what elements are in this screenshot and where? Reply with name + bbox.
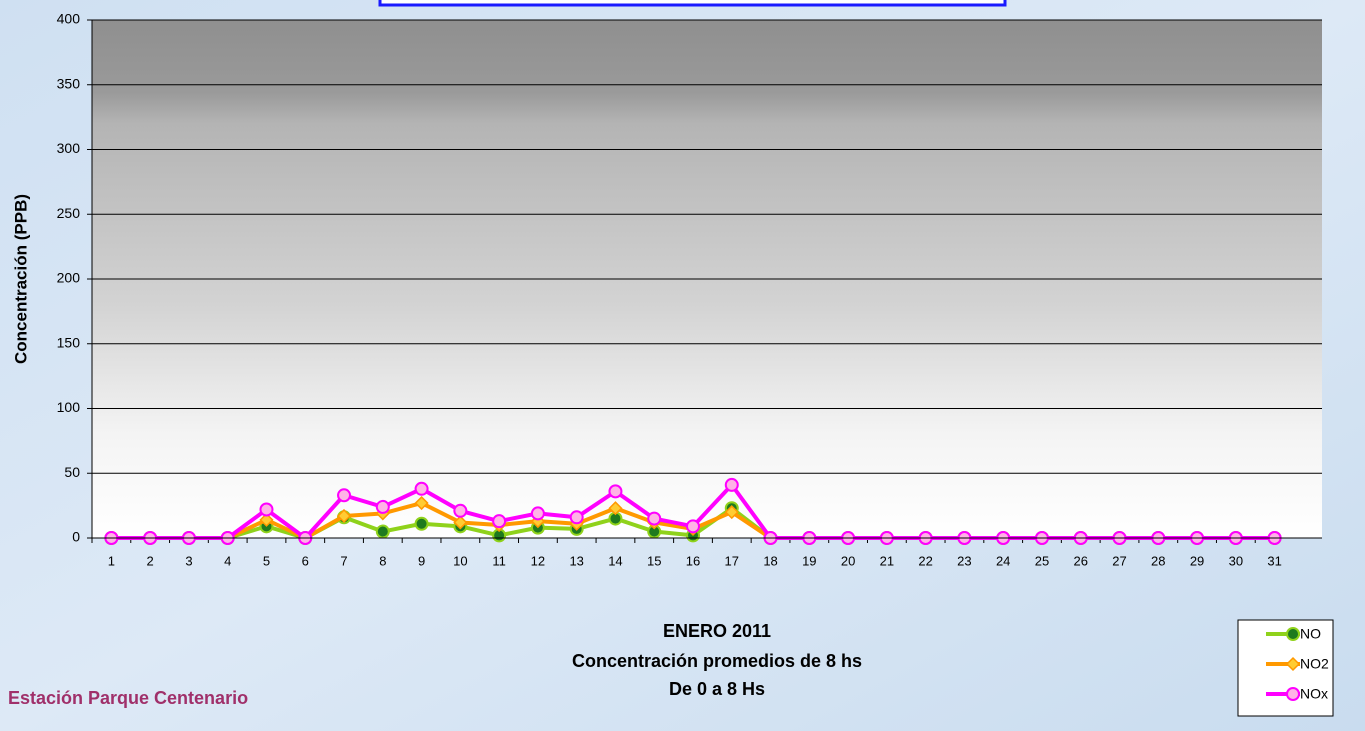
y-tick-label: 200: [57, 270, 81, 286]
y-tick-label: 0: [72, 529, 80, 545]
data-point: [493, 515, 505, 527]
x-tick-label: 22: [918, 553, 932, 568]
x-tick-label: 27: [1112, 553, 1126, 568]
x-tick-label: 26: [1074, 553, 1088, 568]
data-point: [687, 520, 699, 532]
x-tick-label: 29: [1190, 553, 1204, 568]
x-tick-label: 13: [569, 553, 583, 568]
x-tick-label: 2: [147, 553, 154, 568]
x-tick-label: 15: [647, 553, 661, 568]
data-point: [648, 513, 660, 525]
legend-label: NO: [1300, 626, 1321, 642]
y-tick-label: 300: [57, 140, 81, 156]
legend-label: NOx: [1300, 686, 1328, 702]
data-point: [571, 511, 583, 523]
x-tick-label: 23: [957, 553, 971, 568]
x-tick-label: 31: [1267, 553, 1281, 568]
x-tick-label: 20: [841, 553, 855, 568]
data-point: [454, 505, 466, 517]
data-point: [416, 483, 428, 495]
y-tick-label: 150: [57, 334, 81, 350]
chart-subtitle: Concentración promedios de 8 hs: [572, 651, 862, 671]
data-point: [726, 479, 738, 491]
y-tick-label: 250: [57, 205, 81, 221]
y-tick-label: 50: [64, 464, 80, 480]
chart-title: ENERO 2011: [663, 621, 771, 641]
x-tick-label: 4: [224, 553, 231, 568]
legend-marker: [1287, 688, 1299, 700]
data-point: [377, 501, 389, 513]
x-tick-label: 19: [802, 553, 816, 568]
x-tick-label: 24: [996, 553, 1010, 568]
data-point: [532, 507, 544, 519]
data-point: [609, 485, 621, 497]
station-label: Estación Parque Centenario: [8, 688, 248, 708]
data-point: [416, 518, 428, 530]
x-tick-label: 18: [763, 553, 777, 568]
x-tick-label: 14: [608, 553, 622, 568]
y-tick-label: 400: [57, 11, 81, 27]
data-point: [260, 504, 272, 516]
y-axis-label: Concentración (PPB): [11, 194, 30, 364]
chart-subtitle: De 0 a 8 Hs: [669, 679, 765, 699]
x-tick-label: 11: [492, 553, 506, 568]
x-tick-label: 10: [453, 553, 467, 568]
y-tick-label: 100: [57, 399, 81, 415]
x-tick-label: 9: [418, 553, 425, 568]
x-tick-label: 30: [1229, 553, 1243, 568]
x-tick-label: 17: [725, 553, 739, 568]
x-tick-label: 7: [340, 553, 347, 568]
y-tick-label: 350: [57, 75, 81, 91]
legend-label: NO2: [1300, 656, 1329, 672]
x-tick-label: 1: [108, 553, 115, 568]
x-tick-label: 5: [263, 553, 270, 568]
x-tick-label: 6: [302, 553, 309, 568]
legend-marker: [1287, 628, 1299, 640]
x-tick-label: 25: [1035, 553, 1049, 568]
chart: Concentración (PPB) ENERO 2011 Concentra…: [0, 0, 1365, 731]
x-tick-label: 28: [1151, 553, 1165, 568]
x-tick-label: 21: [880, 553, 894, 568]
header-box: [380, 0, 1005, 5]
data-point: [338, 489, 350, 501]
x-tick-label: 16: [686, 553, 700, 568]
x-tick-label: 3: [185, 553, 192, 568]
data-point: [377, 526, 389, 538]
x-tick-label: 12: [531, 553, 545, 568]
x-tick-label: 8: [379, 553, 386, 568]
